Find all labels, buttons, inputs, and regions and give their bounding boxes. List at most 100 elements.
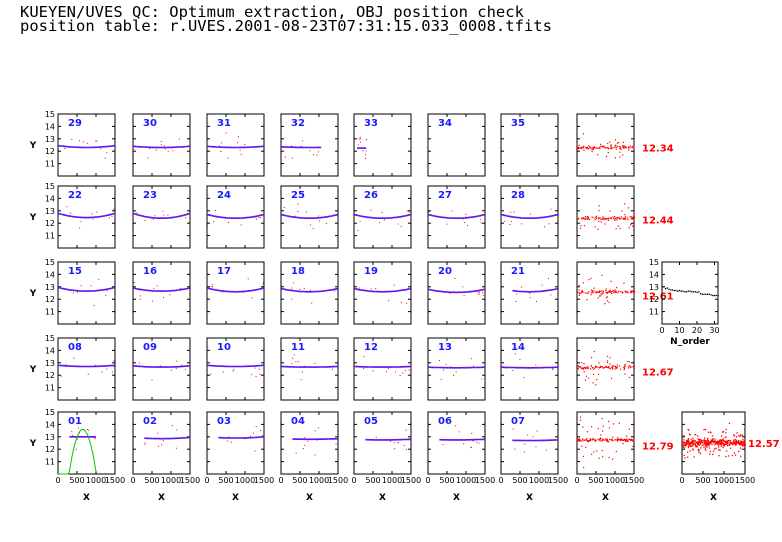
order-panel: 11 12 13 14 15 08: [45, 334, 116, 401]
summary-point: [598, 217, 600, 220]
order-panel: 10: [206, 337, 265, 401]
overall-point: [736, 436, 738, 438]
summary-point: [631, 290, 633, 292]
overall-point: [735, 443, 737, 445]
summary-point: [611, 458, 614, 460]
data-point: [523, 377, 525, 379]
summary-point: [593, 217, 595, 219]
n-order-panel: 11 12 13 14 15 0 10 20 30 N_order: [649, 258, 720, 347]
data-point: [260, 429, 262, 431]
summary-point: [619, 156, 621, 158]
summary-point: [624, 146, 627, 148]
overall-point: [719, 449, 721, 451]
y-axis-label: Y: [29, 365, 37, 375]
overall-panel: 0 500 1000 1500 12.57 X: [679, 411, 780, 503]
summary-point: [621, 292, 623, 294]
summary-point: [589, 438, 592, 440]
overall-point: [743, 444, 746, 446]
overall-point: [684, 457, 686, 459]
summary-point: [611, 438, 613, 440]
data-point: [262, 282, 264, 284]
order-label: 06: [438, 416, 452, 427]
overall-point: [714, 440, 716, 442]
summary-point: [594, 226, 596, 228]
summary-point: [598, 367, 600, 369]
overall-point: [729, 441, 732, 444]
summary-point: [630, 439, 632, 441]
x-tick-label: 10: [674, 326, 684, 335]
x-tick-label: 1000: [235, 476, 255, 485]
panel-frame: [280, 337, 339, 401]
n-order-point: [696, 291, 698, 294]
data-point: [480, 219, 482, 221]
summary-point: [578, 365, 580, 367]
summary-point: [582, 438, 584, 440]
data-point: [397, 223, 399, 225]
summary-point: [628, 428, 630, 430]
data-point: [148, 148, 150, 150]
summary-point: [587, 147, 589, 150]
summary-point: [596, 218, 598, 220]
order-panel: 13: [427, 337, 486, 401]
summary-point: [624, 373, 626, 375]
summary-point: [593, 451, 595, 453]
data-point: [305, 211, 307, 213]
data-point: [227, 440, 229, 442]
trace-line: [206, 214, 265, 219]
summary-point: [607, 439, 609, 442]
data-point: [161, 144, 163, 146]
data-point: [294, 215, 296, 217]
summary-point: [630, 366, 632, 368]
panel-frame: [280, 185, 339, 249]
x-tick-label: 500: [144, 476, 159, 485]
x-axis-label: X: [453, 493, 460, 503]
overall-point: [687, 441, 690, 443]
summary-point: [614, 219, 616, 221]
summary-point: [590, 289, 593, 291]
data-point: [358, 138, 360, 140]
overall-point: [734, 439, 737, 441]
summary-point: [608, 148, 610, 150]
x-tick-label: 1000: [529, 476, 549, 485]
data-point: [237, 141, 239, 143]
panel-frame: [500, 185, 559, 249]
data-point: [159, 365, 161, 367]
data-point: [105, 294, 107, 296]
summary-point: [582, 147, 585, 149]
x-tick-label: 0: [130, 476, 135, 485]
summary-point: [621, 154, 624, 156]
data-point: [260, 217, 262, 219]
overall-point: [694, 433, 697, 436]
order-label: 33: [364, 118, 378, 129]
summary-point: [626, 217, 629, 219]
summary-point: [586, 146, 589, 149]
overall-point: [689, 450, 691, 452]
summary-point: [622, 146, 625, 149]
summary-point: [615, 144, 617, 147]
summary-point: [630, 218, 632, 220]
overall-point: [706, 444, 708, 447]
row-summary-panel: 12.61: [576, 261, 674, 325]
data-point: [292, 357, 294, 359]
summary-point: [614, 289, 616, 291]
data-point: [304, 437, 306, 439]
overall-point: [729, 443, 731, 445]
overall-point: [682, 443, 684, 446]
summary-point: [620, 438, 623, 440]
x-axis-label: X: [602, 493, 609, 503]
summary-point: [613, 292, 615, 294]
summary-point: [577, 147, 580, 150]
summary-point: [619, 227, 621, 230]
data-point: [152, 218, 154, 220]
data-point: [443, 369, 445, 371]
summary-point: [623, 366, 625, 368]
summary-point: [633, 440, 635, 442]
summary-point: [615, 439, 617, 441]
overall-point: [712, 450, 715, 452]
data-point: [410, 293, 412, 295]
summary-point: [585, 216, 587, 218]
overall-point: [718, 442, 720, 444]
trace-line: [57, 365, 116, 367]
data-point: [297, 360, 299, 362]
summary-point: [604, 223, 606, 225]
